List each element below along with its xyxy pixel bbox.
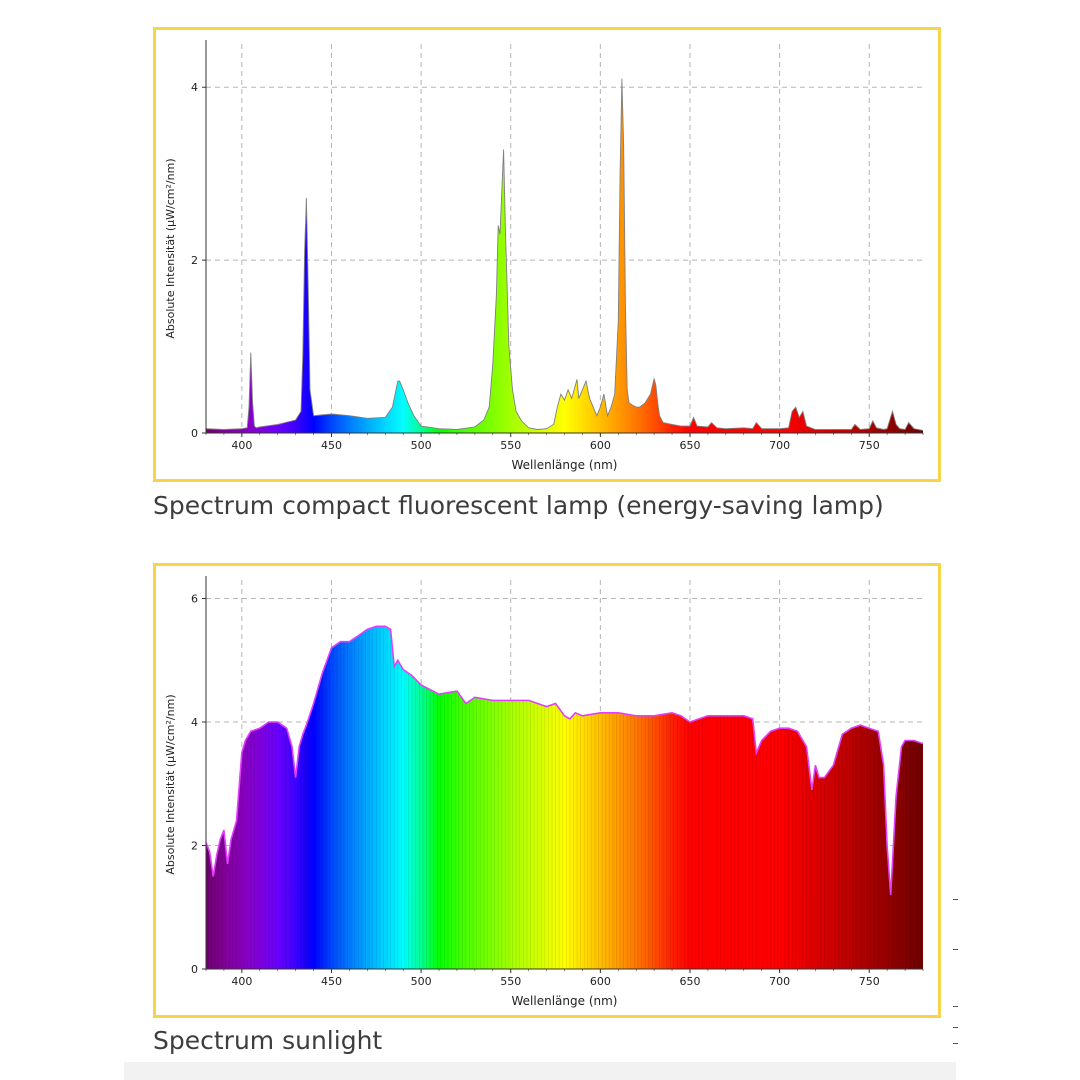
y-axis-label: Absolute Intensität (µW/cm²/nm) [164,158,177,338]
series-line [205,78,924,431]
x-tick-label: 750 [859,975,880,988]
figure-fluorescent-lamp: 400 450 500 550 600 650 700 750 0 2 4 Wellenlänge (… [153,27,941,520]
x-tick-label: 500 [411,975,432,988]
x-tick-label: 600 [590,439,611,452]
x-axis-label: Wellenlänge (nm) [512,994,618,1008]
figure-caption: Spectrum compact fluorescent lamp (energ… [153,491,884,520]
y-tick-label: 4 [191,81,198,94]
x-tick-label: 400 [231,439,252,452]
x-tick-label: 650 [679,439,700,452]
chart-frame: 400 450 500 550 600 650 700 750 0 2 4 Wellenlänge (… [153,27,941,482]
spectrum-area [206,78,923,433]
x-tick-label: 750 [859,439,880,452]
y-tick-label: 6 [191,593,198,606]
x-tick-label: 550 [500,975,521,988]
page-footer-band [124,1062,956,1080]
y-tick-label: 0 [191,963,198,976]
x-tick-label: 450 [321,975,342,988]
x-tick-label: 450 [321,439,342,452]
x-tick-label: 500 [411,439,432,452]
chart-frame: 400 450 500 550 600 650 700 750 0 2 4 6 Wellenlänge … [153,563,941,1018]
x-axis-label: Wellenlänge (nm) [512,458,618,472]
figure-caption: Spectrum sunlight [153,1026,383,1055]
series-line [205,625,924,895]
x-tick-label: 650 [679,975,700,988]
figure-sunlight: 400 450 500 550 600 650 700 750 0 2 4 6 Wellenlänge … [153,563,941,1055]
x-tick-label: 600 [590,975,611,988]
spectrum-bars [207,626,922,969]
grid [206,44,923,433]
chart-sunlight-spectrum: 400 450 500 550 600 650 700 750 0 2 4 6 Wellenlänge … [164,576,924,1008]
y-tick-label: 2 [191,840,198,853]
x-tick-label: 700 [769,439,790,452]
x-tick-label: 550 [500,439,521,452]
y-tick-label: 4 [191,716,198,729]
chart-fluorescent-spectrum: 400 450 500 550 600 650 700 750 0 2 4 Wellenlänge (… [164,40,924,472]
y-tick-label: 2 [191,254,198,267]
y-tick-label: 0 [191,427,198,440]
axes: 400 450 500 550 600 650 700 750 0 2 4 [191,40,924,452]
y-axis-label: Absolute Intensität (µW/cm²/nm) [164,694,177,874]
axes: 400 450 500 550 600 650 700 750 0 2 4 6 [191,576,924,988]
x-tick-label: 700 [769,975,790,988]
spectrum-area [206,626,923,969]
x-tick-label: 400 [231,975,252,988]
page-edge-marks [953,893,963,1053]
